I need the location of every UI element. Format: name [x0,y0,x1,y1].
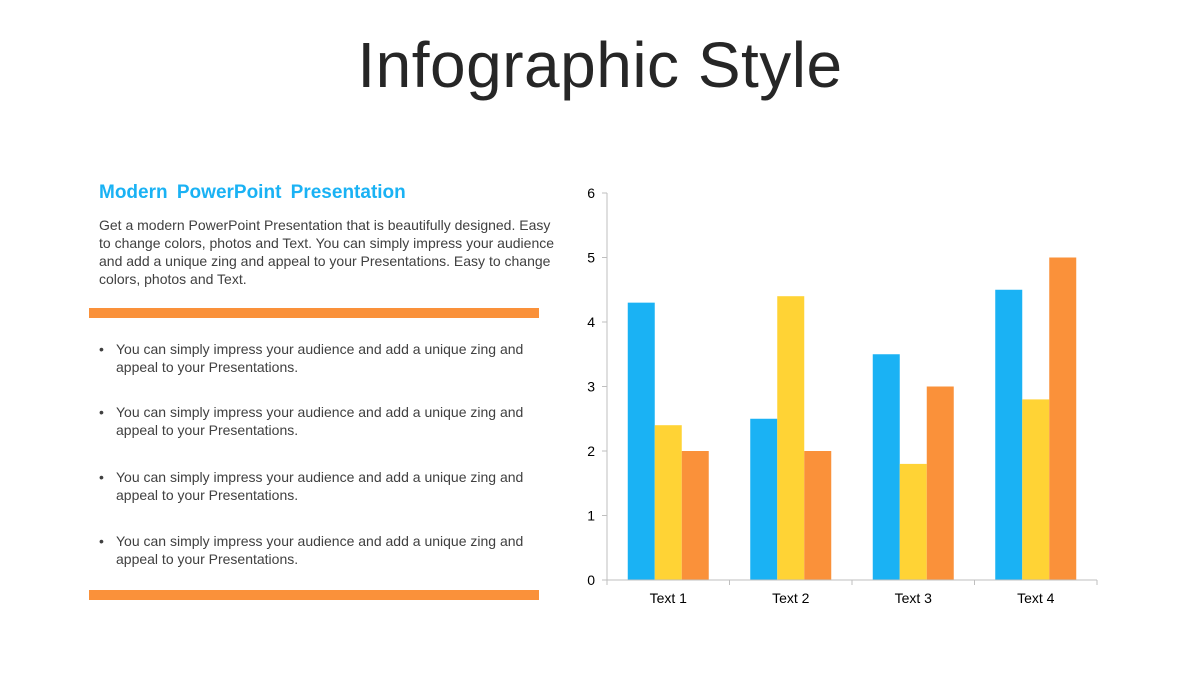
y-tick-label: 0 [587,572,595,588]
bar-series3-text-1 [681,451,709,580]
y-tick-label: 4 [587,314,595,330]
section-heading: Modern PowerPoint Presentation [99,182,406,203]
bar-series2-text-4 [1022,399,1050,580]
bullet-text: You can simply impress your audience and… [116,404,524,438]
intro-paragraph: Get a modern PowerPoint Presentation tha… [99,217,555,287]
x-tick-label: Text 3 [895,590,933,606]
top-divider-bar [89,308,539,318]
bullet-marker: • [99,469,104,485]
bar-series1-text-4 [995,289,1023,580]
bullet-item: • You can simply impress your audience a… [99,468,539,504]
slide-title: Infographic Style [357,29,843,101]
bullet-text: You can simply impress your audience and… [116,341,524,375]
bar-series3-text-3 [926,386,954,580]
bar-series2-text-3 [899,463,927,580]
bullet-marker: • [99,341,104,357]
bullet-marker: • [99,533,104,549]
x-tick-label: Text 4 [1017,590,1055,606]
y-tick-label: 3 [587,379,595,395]
bar-series3-text-4 [1049,257,1077,580]
bar-chart: 0 1 2 3 4 5 6 Text 1 Text 2 Text 3 Text 4 [587,185,1098,606]
y-tick-label: 5 [587,250,595,266]
bottom-divider-bar [89,590,539,600]
bullet-text: You can simply impress your audience and… [116,533,524,567]
bar-series3-text-2 [804,451,832,580]
bullet-marker: • [99,404,104,420]
bullet-item: • You can simply impress your audience a… [99,340,539,376]
bar-series2-text-1 [654,425,682,580]
bullet-text: You can simply impress your audience and… [116,469,524,503]
bar-series1-text-1 [627,302,655,580]
y-tick-label: 2 [587,443,595,459]
bullet-item: • You can simply impress your audience a… [99,532,539,568]
bar-series2-text-2 [777,296,805,580]
y-tick-label: 1 [587,508,595,524]
bar-series1-text-3 [872,354,900,580]
bullet-item: • You can simply impress your audience a… [99,403,539,439]
y-tick-label: 6 [587,185,595,201]
x-tick-label: Text 2 [772,590,810,606]
x-tick-label: Text 1 [650,590,688,606]
bar-series1-text-2 [750,418,778,580]
